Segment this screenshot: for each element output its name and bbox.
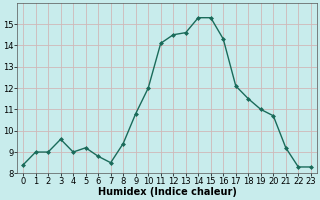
X-axis label: Humidex (Indice chaleur): Humidex (Indice chaleur) xyxy=(98,187,236,197)
